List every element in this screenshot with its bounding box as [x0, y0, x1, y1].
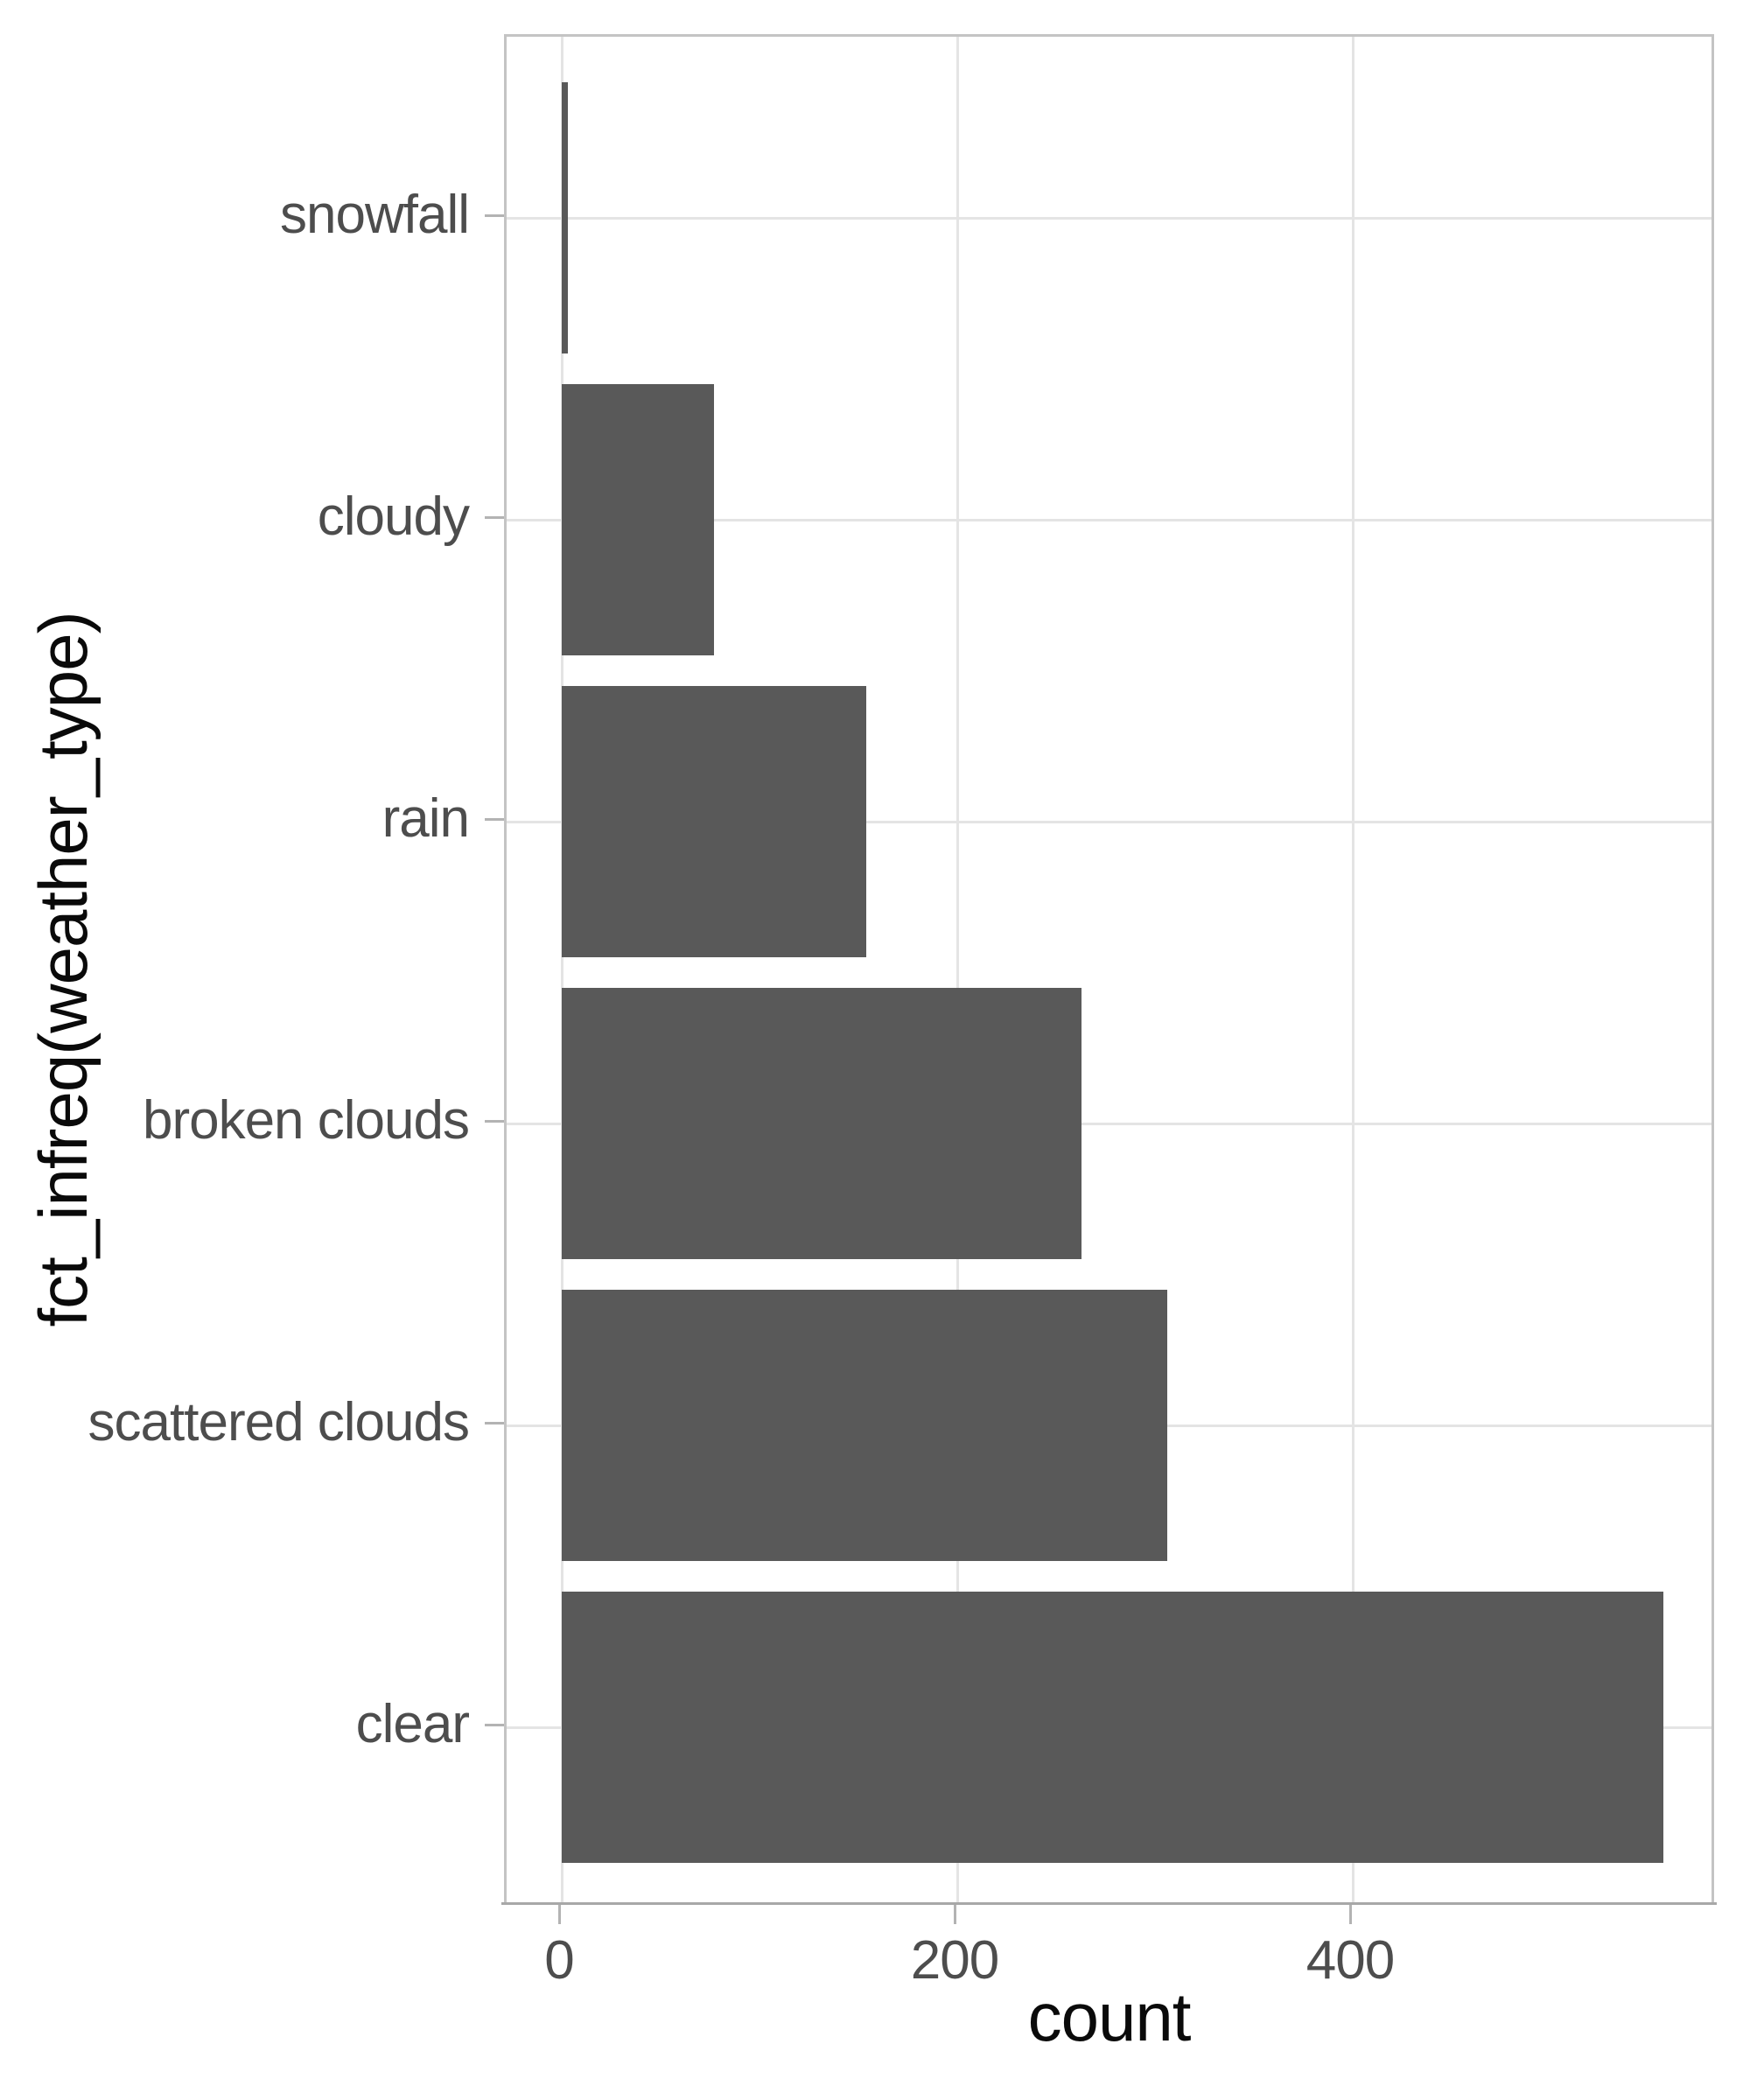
x-axis-title: count — [1027, 1978, 1192, 2055]
gridline-x-400 — [1351, 37, 1354, 1902]
gridline-y-snowfall — [507, 216, 1712, 220]
gridline-y-rain — [507, 820, 1712, 823]
bar-broken-clouds — [562, 988, 1082, 1259]
bar-snowfall — [562, 82, 568, 354]
bar-cloudy — [562, 384, 715, 655]
y-tick-snowfall — [485, 214, 504, 217]
gridline-y-broken-clouds — [507, 1122, 1712, 1125]
gridline-x-200 — [956, 37, 959, 1902]
y-tick-label-broken-clouds: broken clouds — [142, 1090, 470, 1151]
x-tick-label-400: 400 — [1306, 1930, 1395, 1991]
y-axis-title: fct_infreq(weather_type) — [24, 612, 102, 1327]
x-axis-line — [501, 1902, 1717, 1905]
x-tick-label-200: 200 — [910, 1930, 999, 1991]
y-tick-scattered-clouds — [485, 1421, 504, 1424]
y-tick-label-snowfall: snowfall — [280, 185, 470, 245]
x-tick-label-0: 0 — [544, 1930, 574, 1991]
y-tick-label-rain: rain — [382, 788, 470, 849]
x-tick-200 — [953, 1905, 956, 1924]
y-tick-clear — [485, 1723, 504, 1726]
y-tick-label-scattered-clouds: scattered clouds — [88, 1392, 470, 1452]
bar-rain — [562, 686, 867, 957]
x-tick-0 — [557, 1905, 561, 1924]
y-tick-broken-clouds — [485, 1119, 504, 1123]
gridline-y-cloudy — [507, 518, 1712, 522]
y-tick-label-cloudy: cloudy — [317, 486, 470, 547]
y-tick-rain — [485, 817, 504, 821]
gridline-x-0 — [560, 37, 564, 1902]
bar-clear — [562, 1592, 1663, 1863]
x-tick-400 — [1348, 1905, 1352, 1924]
bar-scattered-clouds — [562, 1290, 1167, 1561]
plot-panel — [504, 34, 1714, 1905]
y-tick-label-clear: clear — [355, 1694, 470, 1754]
y-tick-cloudy — [485, 515, 504, 519]
